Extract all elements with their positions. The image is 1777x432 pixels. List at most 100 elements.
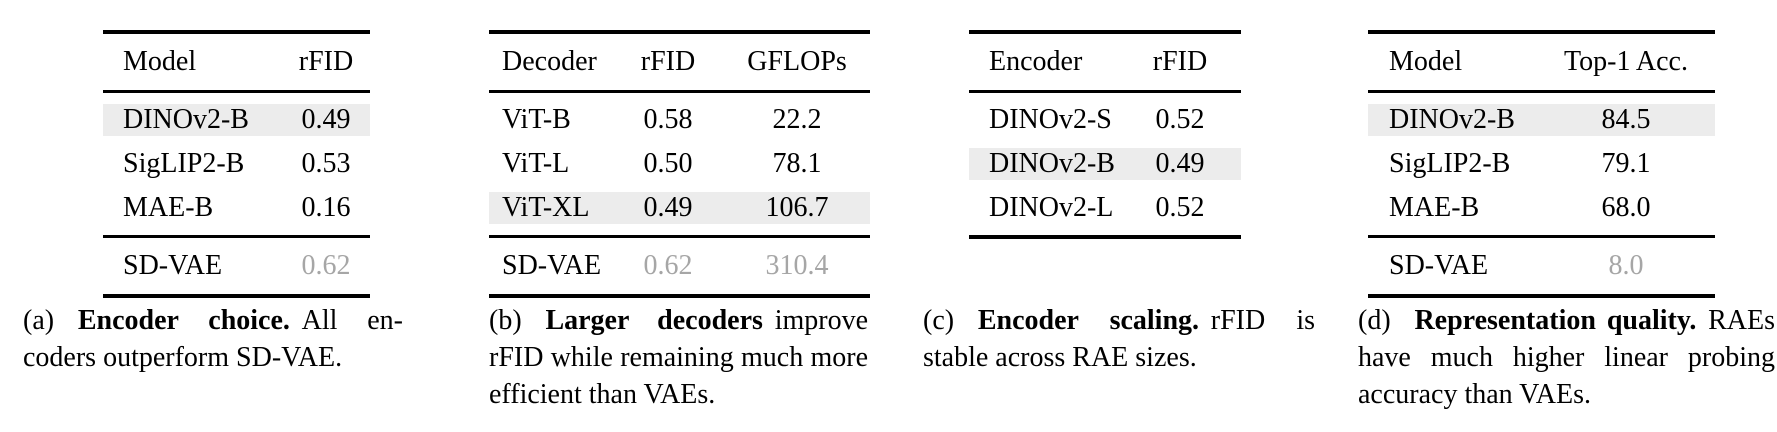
- column-header: rFID: [1152, 46, 1208, 77]
- table-body: DINOv2-B 0.49 SigLIP2-B 0.53 MAE-B 0.16: [103, 93, 370, 235]
- table-mid-rule: [489, 235, 870, 238]
- row-label: MAE-B: [1389, 192, 1480, 223]
- table-bottom-rule: [103, 294, 370, 298]
- row-label: MAE-B: [123, 192, 214, 223]
- column-header: Model: [1389, 46, 1463, 77]
- column-header: Model: [123, 46, 197, 77]
- cell-value: 84.5: [1525, 104, 1715, 136]
- table-row: DINOv2-B 0.49: [103, 98, 370, 142]
- row-label: ViT-XL: [489, 192, 612, 224]
- table-body: DINOv2-B 84.5 SigLIP2-B 79.1 MAE-B 68.0: [1368, 93, 1715, 235]
- cell-value: 0.49: [1123, 148, 1241, 180]
- table-encoder-sizes: Encoder rFID DINOv2-S 0.52 DINOv2-B 0.49 DINOv…: [969, 30, 1241, 239]
- caption-title: Larger decoders: [545, 305, 763, 336]
- row-label: ViT-B: [502, 104, 571, 135]
- cell-value: 0.62: [643, 250, 693, 281]
- table-mid-rule: [1368, 90, 1715, 93]
- table-bottom-rule: [969, 235, 1241, 239]
- table-row: DINOv2-L 0.52: [969, 186, 1241, 230]
- row-label: DINOv2-B: [969, 148, 1123, 180]
- caption-label: (d): [1358, 305, 1391, 336]
- cell-value: 0.62: [301, 250, 351, 281]
- column-header: GFLOPs: [747, 46, 847, 77]
- table-mid-rule: [103, 90, 370, 93]
- table-row: ViT-B 0.58 22.2: [489, 98, 870, 142]
- table-body: DINOv2-S 0.52 DINOv2-B 0.49 DINOv2-L 0.52: [969, 93, 1241, 235]
- panel-encoder-choice: Model rFID DINOv2-B 0.49 SigLIP2-B 0.53 MAE-B 0…: [23, 30, 403, 376]
- cell-value: 0.52: [1155, 104, 1205, 135]
- caption-title: Representation quality.: [1414, 305, 1697, 336]
- table-area: Model rFID DINOv2-B 0.49 SigLIP2-B 0.53 MAE-B 0…: [23, 30, 403, 302]
- table-header-row: Decoder rFID GFLOPs: [489, 34, 870, 90]
- cell-value: 79.1: [1601, 148, 1651, 179]
- table-row: DINOv2-B 84.5: [1368, 98, 1715, 142]
- table-decoder-scaling: Decoder rFID GFLOPs ViT-B 0.58 22.2 ViT-L 0.50 7…: [489, 30, 870, 298]
- table-top-rule: [1368, 30, 1715, 34]
- panel-caption: (b) Larger decoders improve rFID while rem…: [489, 302, 868, 413]
- caption-title: Encoder scaling.: [977, 305, 1200, 336]
- caption-label: (c): [923, 305, 955, 336]
- cell-value: 22.2: [772, 104, 822, 135]
- table-mid-rule: [489, 90, 870, 93]
- column-header: rFID: [298, 46, 354, 77]
- panel-representation-quality: Model Top-1 Acc. DINOv2-B 84.5 SigLIP2-B 79.1…: [1358, 30, 1775, 413]
- table-area: Encoder rFID DINOv2-S 0.52 DINOv2-B 0.49 DINOv…: [923, 30, 1315, 302]
- column-header: Encoder: [989, 46, 1083, 77]
- cell-value: 0.50: [643, 148, 693, 179]
- table-area: Model Top-1 Acc. DINOv2-B 84.5 SigLIP2-B 79.1…: [1358, 30, 1775, 302]
- table-encoder-choice: Model rFID DINOv2-B 0.49 SigLIP2-B 0.53 MAE-B 0…: [103, 30, 370, 298]
- cell-value: 0.58: [643, 104, 693, 135]
- table-area: Decoder rFID GFLOPs ViT-B 0.58 22.2 ViT-L 0.50 7…: [489, 30, 870, 302]
- row-label: DINOv2-B: [1368, 104, 1525, 136]
- table-mid-rule: [969, 90, 1241, 93]
- column-header: rFID: [640, 46, 696, 77]
- table-body: ViT-B 0.58 22.2 ViT-L 0.50 78.1 ViT-XL 0.49 106.…: [489, 93, 870, 235]
- cell-value: 0.49: [270, 104, 370, 136]
- table-linear-probing: Model Top-1 Acc. DINOv2-B 84.5 SigLIP2-B 79.1…: [1368, 30, 1715, 298]
- caption-text: rFID is stable across RAE sizes.: [923, 305, 1315, 373]
- table-header-row: Model Top-1 Acc.: [1368, 34, 1715, 90]
- row-label: DINOv2-B: [103, 104, 270, 136]
- table-baseline-row: SD-VAE 0.62: [103, 238, 370, 294]
- table-row: MAE-B 68.0: [1368, 186, 1715, 230]
- table-row: SigLIP2-B 79.1: [1368, 142, 1715, 186]
- cell-value: 68.0: [1601, 192, 1651, 223]
- row-label: SigLIP2-B: [123, 148, 245, 179]
- row-label: DINOv2-L: [989, 192, 1114, 223]
- table-top-rule: [103, 30, 370, 34]
- cell-value: 106.7: [712, 192, 870, 224]
- table-mid-rule: [103, 235, 370, 238]
- table-mid-rule: [1368, 235, 1715, 238]
- table-row: DINOv2-S 0.52: [969, 98, 1241, 142]
- table-header-row: Encoder rFID: [969, 34, 1241, 90]
- caption-title: Encoder choice.: [77, 305, 290, 336]
- row-label: SD-VAE: [123, 250, 223, 281]
- table-bottom-rule: [489, 294, 870, 298]
- table-row: DINOv2-B 0.49: [969, 142, 1241, 186]
- caption-label: (a): [23, 305, 55, 336]
- caption-text: All en­coders outperform SD-VAE.: [23, 305, 403, 373]
- caption-label: (b): [489, 305, 522, 336]
- table-bottom-rule: [1368, 294, 1715, 298]
- table-row: ViT-XL 0.49 106.7: [489, 186, 870, 230]
- panel-larger-decoders: Decoder rFID GFLOPs ViT-B 0.58 22.2 ViT-L 0.50 7…: [489, 30, 870, 413]
- row-label: SD-VAE: [1389, 250, 1489, 281]
- cell-value: 0.52: [1155, 192, 1205, 223]
- caption-text: RAEs have much higher linear probing acc…: [1358, 305, 1775, 410]
- row-label: DINOv2-S: [989, 104, 1112, 135]
- table-top-rule: [969, 30, 1241, 34]
- cell-value: 0.49: [612, 192, 712, 224]
- column-header: Top-1 Acc.: [1563, 46, 1688, 77]
- cell-value: 0.53: [301, 148, 351, 179]
- panel-caption: (d) Representation quality. RAEs have much…: [1358, 302, 1775, 413]
- cell-value: 310.4: [765, 250, 829, 281]
- panel-caption: (a) Encoder choice. All en­coders outperfo…: [23, 302, 403, 376]
- row-label: ViT-L: [502, 148, 570, 179]
- table-row: MAE-B 0.16: [103, 186, 370, 230]
- column-header: Decoder: [502, 46, 597, 77]
- cell-value: 78.1: [772, 148, 822, 179]
- table-top-rule: [489, 30, 870, 34]
- row-label: SD-VAE: [502, 250, 602, 281]
- table-baseline-row: SD-VAE 8.0: [1368, 238, 1715, 294]
